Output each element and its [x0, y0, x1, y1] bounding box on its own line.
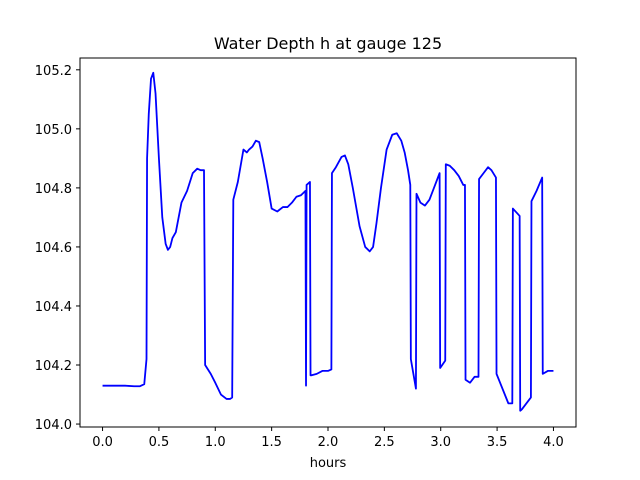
chart-title: Water Depth h at gauge 125 [214, 34, 442, 53]
x-axis-label: hours [310, 456, 347, 471]
plot-frame [79, 57, 577, 428]
y-tick-label: 104.2 [35, 359, 72, 374]
plot-area: 0.0 0.5 1.0 1.5 2.0 2.5 3.0 3.5 4.0 104.0104.210… [35, 57, 577, 450]
x-axis: 0.0 0.5 1.0 1.5 2.0 2.5 3.0 3.5 4.0 [92, 427, 564, 450]
y-tick-label: 104.8 [35, 182, 72, 197]
y-tick-label: 105.0 [35, 123, 72, 138]
x-tick-label: 3.0 [430, 435, 451, 450]
x-tick-label: 0.0 [92, 435, 113, 450]
x-tick-label: 1.5 [261, 435, 282, 450]
y-tick-label: 105.2 [35, 64, 72, 79]
x-tick-label: 2.0 [318, 435, 339, 450]
y-tick-label: 104.0 [35, 418, 72, 433]
y-axis: 104.0 104.2 104.4 104.6 104.8 105.0 105.2 [35, 64, 80, 433]
x-tick-label: 4.0 [543, 435, 564, 450]
series-line [102, 71, 554, 412]
x-tick-label: 3.5 [487, 435, 508, 450]
series-group [102, 71, 554, 412]
x-tick-label: 0.5 [149, 435, 170, 450]
x-tick-label: 2.5 [374, 435, 395, 450]
x-tick-label: 1.0 [205, 435, 226, 450]
y-tick-label: 104.4 [35, 300, 72, 315]
y-tick-label: 104.6 [35, 241, 72, 256]
